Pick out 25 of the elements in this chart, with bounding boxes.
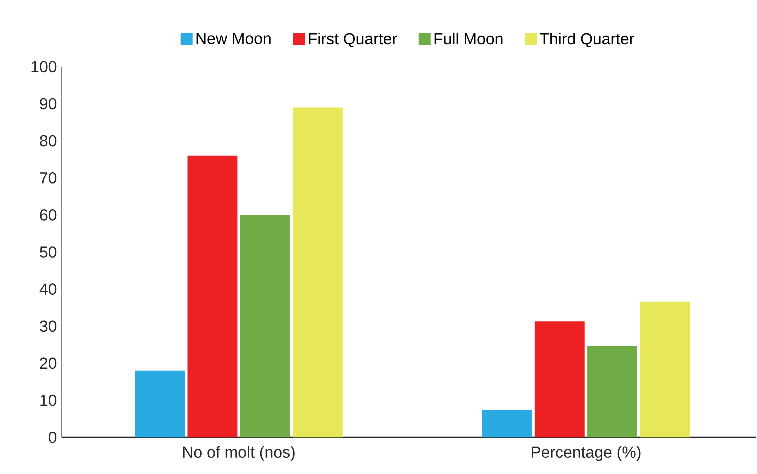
legend-label: Full Moon bbox=[434, 33, 503, 45]
y-tick-label: 10 bbox=[40, 395, 57, 406]
y-tick-label: 20 bbox=[40, 358, 57, 370]
bar bbox=[482, 410, 532, 438]
y-tick-label: 50 bbox=[40, 246, 57, 258]
bar bbox=[240, 215, 290, 438]
bar bbox=[292, 108, 343, 438]
x-tick-label: Percentage (%) bbox=[532, 446, 641, 462]
y-tick-label: 60 bbox=[40, 210, 57, 222]
y-tick-label: 0 bbox=[48, 432, 57, 444]
legend-label: Third Quarter bbox=[540, 33, 634, 48]
legend-label: First Quarter bbox=[309, 33, 398, 48]
y-tick-label: 100 bbox=[32, 62, 57, 73]
y-tick-label: 30 bbox=[40, 320, 57, 332]
y-tick-label: 40 bbox=[40, 284, 57, 296]
bar bbox=[188, 156, 238, 438]
y-tick-label: 80 bbox=[40, 136, 57, 147]
bar bbox=[135, 371, 186, 438]
x-tick-label: No of molt (nos) bbox=[183, 446, 295, 462]
bar bbox=[534, 322, 585, 438]
y-tick-label: 70 bbox=[40, 172, 57, 184]
legend-label: New Moon bbox=[196, 33, 271, 45]
bar bbox=[588, 346, 638, 438]
bar bbox=[640, 302, 690, 438]
y-tick-label: 90 bbox=[40, 98, 57, 110]
